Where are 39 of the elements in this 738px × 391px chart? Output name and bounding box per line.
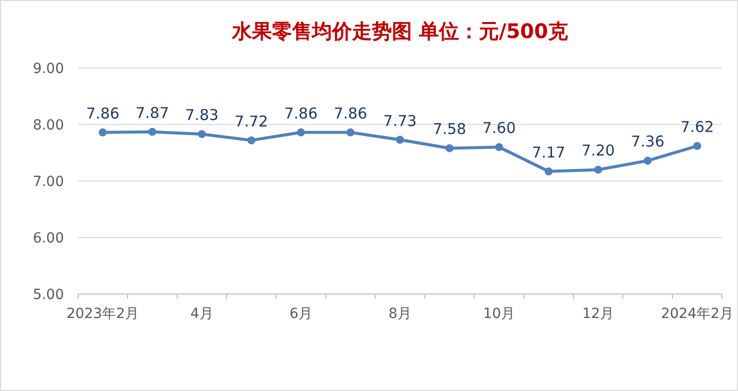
x-tick-label: 2024年2月 (660, 306, 734, 322)
data-label: 7.17 (532, 143, 566, 162)
point (544, 167, 553, 176)
x-tick-label: 2023年2月 (66, 306, 140, 322)
x-tick-label: 10月 (483, 306, 515, 322)
point (346, 128, 354, 136)
point (644, 156, 652, 165)
data-label: 7.87 (136, 104, 170, 122)
point (446, 144, 454, 152)
x-tick-label: 4月 (190, 306, 214, 322)
data-label: 7.72 (234, 112, 268, 130)
data-label: 7.86 (334, 104, 368, 122)
point (594, 166, 602, 174)
data-label: 7.73 (383, 112, 417, 130)
data-label: 7.58 (432, 120, 466, 138)
data-label: 7.60 (482, 119, 516, 138)
point (247, 136, 256, 144)
y-tick-label: 8.00 (32, 118, 64, 134)
point (98, 128, 107, 136)
x-tick-label: 6月 (289, 306, 312, 322)
point (148, 128, 156, 136)
data-label: 7.36 (630, 132, 664, 151)
y-tick-label: 7.00 (32, 174, 64, 190)
y-tick-label: 5.00 (32, 287, 64, 303)
data-label: 7.83 (185, 106, 219, 124)
y-tick-label: 6.00 (32, 230, 64, 246)
point (396, 136, 404, 144)
point (495, 143, 504, 152)
x-tick-label: 8月 (388, 306, 412, 322)
data-label: 7.20 (581, 142, 615, 160)
x-tick-label: 12月 (582, 306, 614, 322)
y-tick-label: 9.00 (32, 61, 64, 77)
data-label: 7.86 (284, 104, 318, 122)
data-label: 7.86 (86, 104, 120, 122)
point (198, 130, 206, 138)
data-label: 7.62 (680, 118, 714, 136)
chart-title: 水果零售均价走势图 单位：元/500克 (230, 19, 568, 43)
point (693, 142, 702, 150)
point (296, 128, 305, 136)
